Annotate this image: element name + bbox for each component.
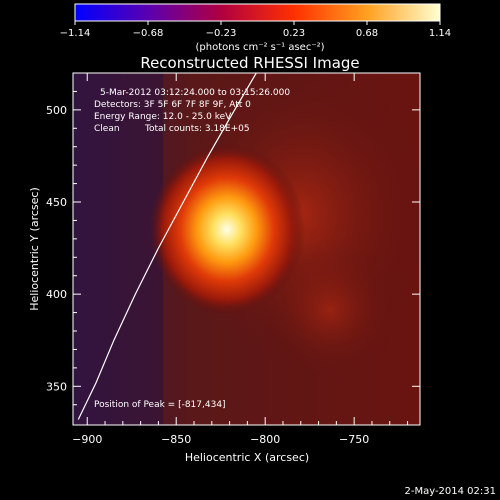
x-tick-label: −900 [72,433,102,446]
time-range-text: 5-Mar-2012 03:12:24.000 to 03:15:26.000 [100,88,290,98]
y-axis-label: Heliocentric Y (arcsec) [28,187,41,311]
y-tick-label: 450 [46,196,67,209]
total-counts-text: Total counts: 3.18E+05 [144,124,250,134]
colorbar-tick-label: −1.14 [60,28,91,39]
colorbar-ticks: −1.14 −0.68 −0.23 0.23 0.68 1.14 [60,21,451,39]
x-axis-label: Heliocentric X (arcsec) [185,451,309,464]
peak-position-text: Position of Peak = [-817,434] [94,400,226,410]
footer-timestamp: 2-May-2014 02:31 [404,486,496,497]
colorbar-tick-label: 0.23 [283,28,305,39]
y-tick-label: 400 [46,288,67,301]
y-tick-label: 350 [46,380,67,393]
solar-limb-curve [77,73,257,420]
y-tick-label: 500 [46,104,67,117]
colorbar-unit-label: (photons cm⁻² s⁻¹ asec⁻²) [195,42,324,53]
plot-frame [72,72,421,426]
colorbar-tick-label: −0.23 [206,28,237,39]
clean-text: Clean [94,124,120,134]
colorbar-tick-label: −0.68 [133,28,164,39]
chart-title: Reconstructed RHESSI Image [140,54,359,72]
x-tick-label: −800 [250,433,280,446]
colorbar-tick-label: 0.68 [356,28,378,39]
x-tick-label: −850 [161,433,191,446]
energy-range-text: Energy Range: 12.0 - 25.0 keV [94,112,232,122]
axis-ticks: −900 −850 −800 −750 350 400 450 500 [46,72,420,446]
colorbar-tick-label: 1.14 [429,28,451,39]
heatmap-image [73,73,420,425]
x-tick-label: −750 [339,433,369,446]
colorbar [74,3,441,22]
detectors-text: Detectors: 3F 5F 6F 7F 8F 9F, Att 0 [94,100,251,110]
